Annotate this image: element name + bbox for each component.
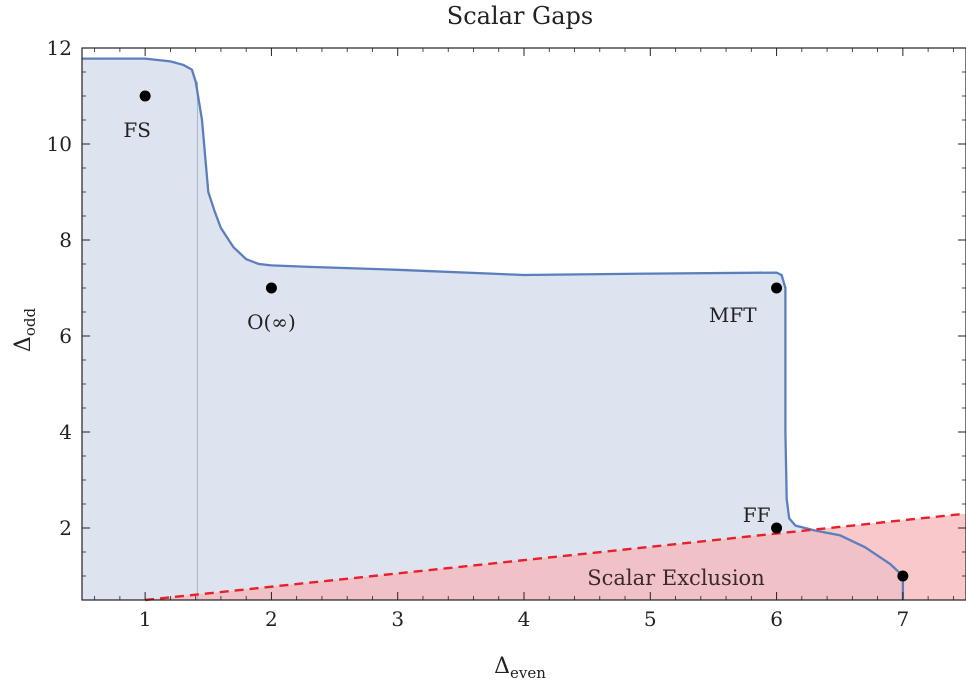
y-tick-label: 4 bbox=[59, 420, 72, 444]
point-label: O(∞) bbox=[247, 310, 296, 334]
x-tick-label: 7 bbox=[896, 607, 909, 631]
plot-area bbox=[82, 57, 966, 602]
scalar-exclusion-label: Scalar Exclusion bbox=[587, 566, 764, 590]
y-axis-label-main: Δ bbox=[11, 336, 36, 352]
y-tick-label: 6 bbox=[59, 324, 72, 348]
data-point bbox=[139, 90, 151, 102]
x-tick-label: 1 bbox=[139, 607, 152, 631]
data-point bbox=[265, 282, 277, 294]
x-axis-label-sub: even bbox=[510, 664, 546, 682]
y-axis-label: Δodd bbox=[11, 308, 39, 353]
data-point bbox=[897, 570, 909, 582]
x-tick-label: 2 bbox=[265, 607, 278, 631]
y-tick-label: 12 bbox=[47, 36, 72, 60]
x-tick-label: 4 bbox=[518, 607, 531, 631]
data-points: FS O(∞) MFT FF bbox=[123, 90, 909, 582]
x-axis-label-main: Δ bbox=[494, 654, 510, 679]
data-point bbox=[771, 522, 783, 534]
y-tick-label: 8 bbox=[59, 228, 72, 252]
point-label: FS bbox=[123, 118, 151, 142]
y-axis-label-sub: odd bbox=[21, 308, 39, 337]
x-tick-label: 6 bbox=[770, 607, 783, 631]
chart-title: Scalar Gaps bbox=[447, 2, 593, 30]
x-tick-label: 3 bbox=[391, 607, 404, 631]
point-label: FF bbox=[743, 503, 771, 527]
x-axis-label: Δeven bbox=[494, 654, 546, 682]
scalar-exclusion-line bbox=[145, 512, 966, 602]
data-point bbox=[771, 282, 783, 294]
allowed-region-fill bbox=[82, 58, 903, 601]
x-tick-label: 5 bbox=[644, 607, 657, 631]
y-tick-label: 10 bbox=[47, 132, 72, 156]
allowed-region-boundary bbox=[82, 57, 905, 600]
y-tick-label: 2 bbox=[59, 516, 72, 540]
point-label: MFT bbox=[709, 303, 757, 327]
